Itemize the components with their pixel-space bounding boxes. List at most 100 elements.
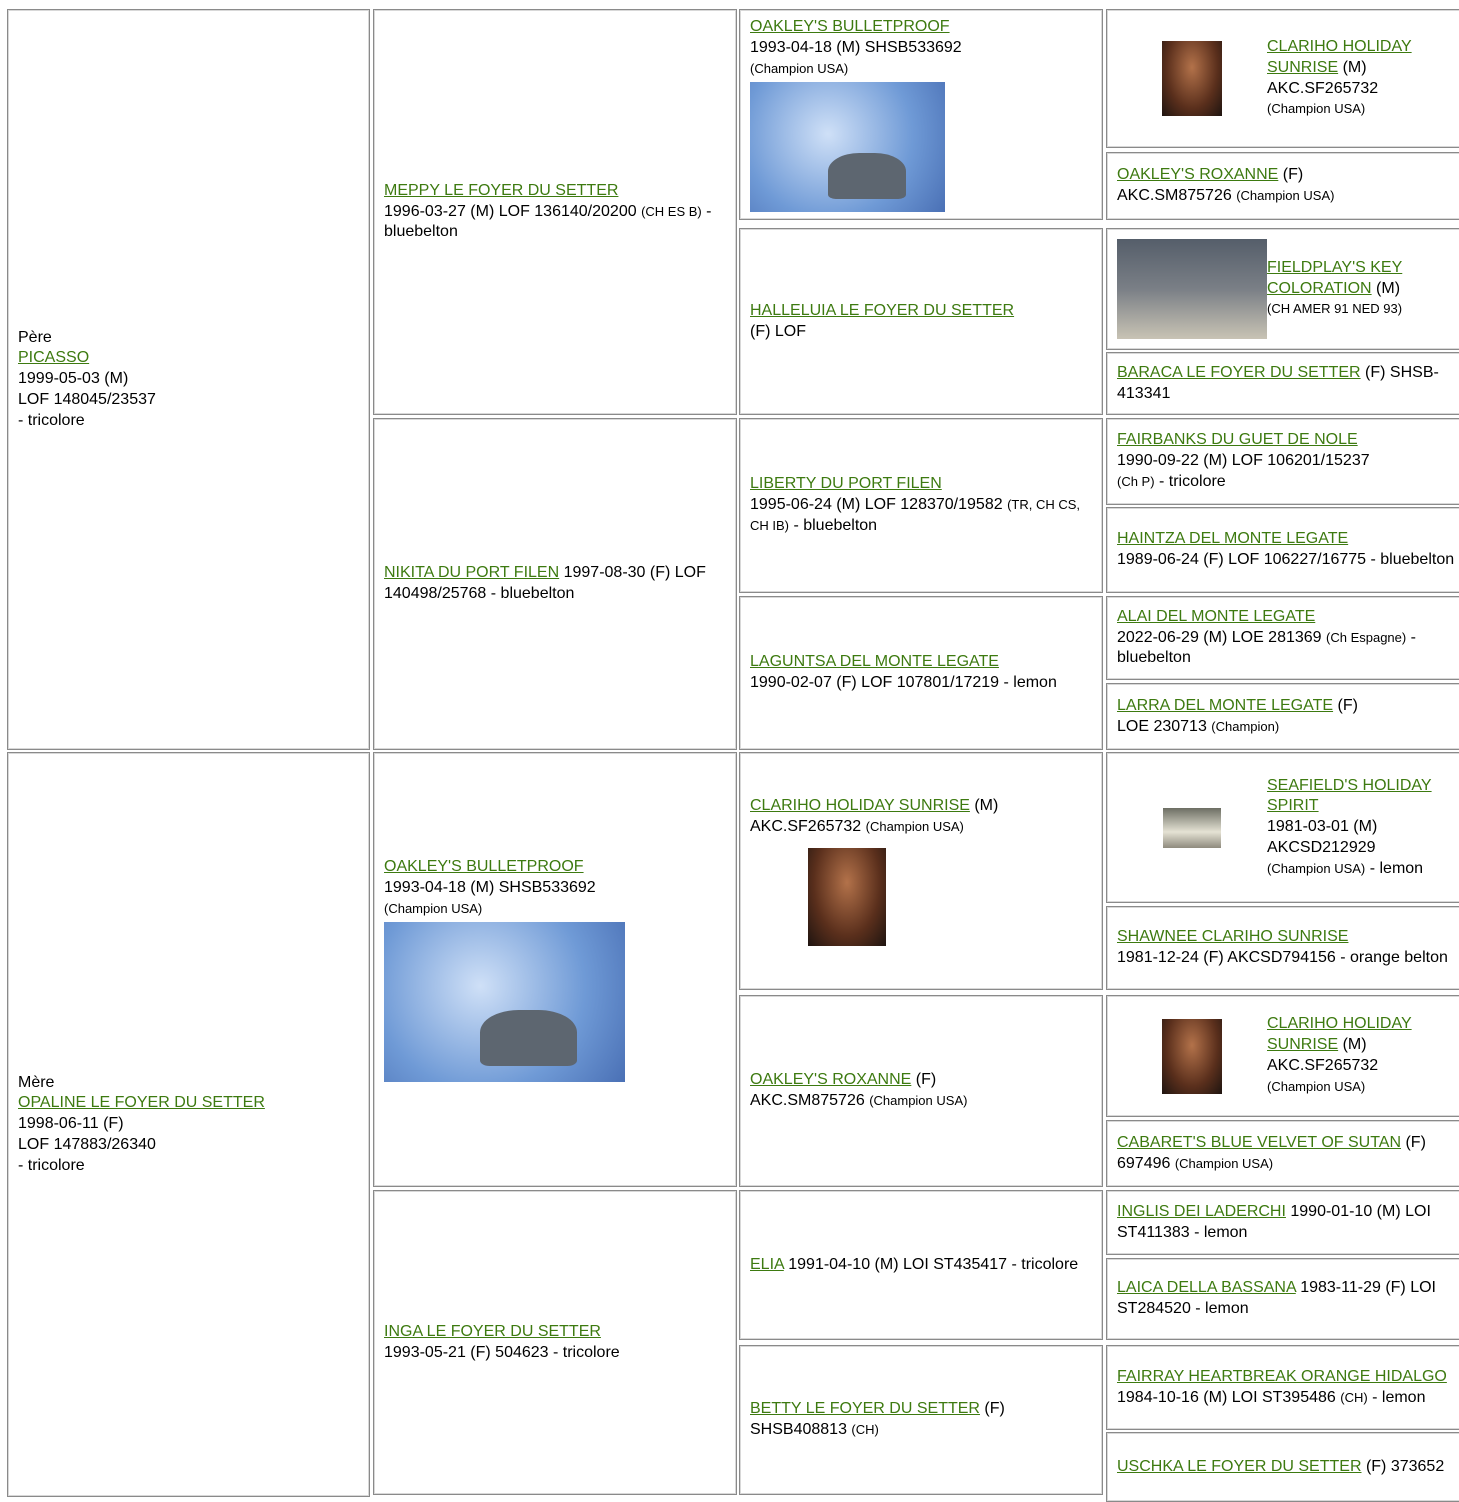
dog-info: 1996-03-27 (M) LOF 136140/20200 xyxy=(384,202,642,220)
text-line: (Champion USA) xyxy=(1267,1077,1459,1098)
dog-name-link[interactable]: OPALINE LE FOYER DU SETTER xyxy=(18,1094,265,1112)
photo-box xyxy=(1117,1018,1267,1094)
pedigree-cell: LARRA DEL MONTE LEGATE (F) LOE 230713 (Ch… xyxy=(1106,683,1459,750)
dog-info: - tricolore xyxy=(18,1156,85,1174)
dog-name-link[interactable]: ELIA xyxy=(750,1255,784,1273)
text-line: LOE 230713 (Champion) xyxy=(1117,717,1358,738)
dog-name-link[interactable]: USCHKA LE FOYER DU SETTER xyxy=(1117,1457,1362,1475)
dog-name-link[interactable]: LARRA DEL MONTE LEGATE xyxy=(1117,696,1334,714)
dog-info: (M) xyxy=(1338,58,1367,76)
dog-name-link[interactable]: SHAWNEE CLARIHO SUNRISE xyxy=(1117,928,1349,946)
text-line: HAINTZA DEL MONTE LEGATE xyxy=(1117,529,1454,550)
dog-info: 1990-09-22 (M) LOF 106201/15237 xyxy=(1117,452,1370,470)
text-line: AKCSD212929 xyxy=(1267,838,1459,859)
dog-name-link[interactable]: BARACA LE FOYER DU SETTER xyxy=(1117,363,1361,381)
title-note: (CH) xyxy=(851,1422,879,1437)
text-line: OAKLEY'S BULLETPROOF xyxy=(750,17,962,38)
photo-box xyxy=(1117,41,1267,116)
dog-name-link[interactable]: FIELDPLAY'S KEY COLORATION xyxy=(1267,258,1403,297)
dog-name-link[interactable]: SEAFIELD'S HOLIDAY SPIRIT xyxy=(1267,776,1432,815)
dog-name-link[interactable]: LAICA DELLA BASSANA xyxy=(1117,1279,1296,1297)
pedigree-cell: HALLELUIA LE FOYER DU SETTER (F) LOF xyxy=(739,228,1103,415)
text-line: SHSB408813 (CH) xyxy=(750,1420,1005,1441)
dog-name-link[interactable]: OAKLEY'S ROXANNE xyxy=(1117,166,1279,184)
photo-box xyxy=(1117,239,1267,339)
dog-name-link[interactable]: FAIRRAY HEARTBREAK ORANGE HIDALGO xyxy=(1117,1367,1447,1385)
text-line: LOF 148045/23537 xyxy=(18,390,156,411)
text-line: BETTY LE FOYER DU SETTER (F) xyxy=(750,1399,1005,1420)
dog-info: AKC.SF265732 xyxy=(750,818,866,835)
dog-info: - tricolore xyxy=(1154,472,1226,490)
title-note: (CH AMER 91 NED 93) xyxy=(1267,301,1403,317)
cell-text: MEPPY LE FOYER DU SETTER 1996-03-27 (M) L… xyxy=(384,181,726,243)
dog-name-link[interactable]: INGA LE FOYER DU SETTER xyxy=(384,1322,601,1340)
text-line: 2022-06-29 (M) LOE 281369 (Ch Espagne) -… xyxy=(1117,628,1459,670)
text-line: 1993-04-18 (M) SHSB533692 xyxy=(750,38,962,59)
dog-name-link[interactable]: CLARIHO HOLIDAY SUNRISE xyxy=(750,797,970,815)
dog-info: LOE 230713 xyxy=(1117,717,1212,735)
dog-info: AKC.SM875726 xyxy=(1117,187,1237,204)
dog-name-link[interactable]: LAGUNTSA DEL MONTE LEGATE xyxy=(750,653,999,671)
dog-info: 1997-08-30 (F) LOF 140498/25768 - bluebe… xyxy=(384,564,706,602)
text-line: - tricolore xyxy=(18,1156,265,1177)
dog-info: 1993-04-18 (M) SHSB533692 xyxy=(750,39,962,57)
dog-name-link[interactable]: OAKLEY'S ROXANNE xyxy=(750,1071,912,1089)
dog-photo xyxy=(1163,807,1221,848)
dog-name-link[interactable]: INGLIS DEI LADERCHI xyxy=(1117,1202,1286,1220)
pedigree-cell: FAIRRAY HEARTBREAK ORANGE HIDALGO 1984-1… xyxy=(1106,1345,1459,1430)
dog-info: (F) xyxy=(911,1071,937,1089)
text-line: LIBERTY DU PORT FILEN xyxy=(750,474,1092,495)
pedigree-cell: CLARIHO HOLIDAY SUNRISE (M) AKC.SF265732(… xyxy=(1106,9,1459,148)
cell-text: Père PICASSO 1999-05-03 (M) LOF 148045/2353… xyxy=(18,328,156,432)
dog-name-link[interactable]: NIKITA DU PORT FILEN xyxy=(384,564,560,582)
dog-info: - bluebelton xyxy=(1117,628,1417,667)
dog-info: (M) xyxy=(1338,1036,1367,1054)
pedigree-cell: SHAWNEE CLARIHO SUNRISE 1981-12-24 (F) AK… xyxy=(1106,906,1459,990)
dog-info: 1998-06-11 (F) xyxy=(18,1115,124,1133)
dog-info: (F) 373652 xyxy=(1361,1457,1445,1475)
dog-info: (F) LOF xyxy=(750,322,806,340)
dog-name-link[interactable]: CLARIHO HOLIDAY SUNRISE xyxy=(1267,1015,1412,1054)
text-line: AKC.SF265732 (Champion USA) xyxy=(750,817,998,838)
pedigree-cell: USCHKA LE FOYER DU SETTER (F) 373652 xyxy=(1106,1432,1459,1502)
dog-info: SHSB408813 xyxy=(750,1421,852,1438)
dog-name-link[interactable]: PICASSO xyxy=(18,349,90,367)
text-line: INGA LE FOYER DU SETTER xyxy=(384,1322,620,1343)
title-note: (Ch Espagne) xyxy=(1326,629,1407,645)
text-line: Mère xyxy=(18,1073,265,1094)
dog-info: (F) 697496 xyxy=(1117,1133,1426,1172)
dog-name-link[interactable]: FAIRBANKS DU GUET DE NOLE xyxy=(1117,431,1358,449)
pedigree-cell: INGLIS DEI LADERCHI 1990-01-10 (M) LOI S… xyxy=(1106,1190,1459,1255)
dog-name-link[interactable]: ALAI DEL MONTE LEGATE xyxy=(1117,607,1316,625)
dog-photo xyxy=(384,921,625,1082)
dog-info: 1989-06-24 (F) LOF 106227/16775 - bluebe… xyxy=(1117,551,1455,568)
text-line: SHAWNEE CLARIHO SUNRISE xyxy=(1117,927,1448,948)
dog-info: 1983-11-29 (F) LOI ST284520 - lemon xyxy=(1117,1279,1436,1317)
dog-name-link[interactable]: LIBERTY DU PORT FILEN xyxy=(750,475,942,493)
dog-name-link[interactable]: BETTY LE FOYER DU SETTER xyxy=(750,1400,980,1418)
dog-info: 1981-03-01 (M) xyxy=(1267,818,1378,836)
dog-info: AKCSD212929 xyxy=(1267,838,1376,856)
cell-text: FIELDPLAY'S KEY COLORATION (M) (CH AMER 9… xyxy=(1267,258,1459,320)
cell-text: INGA LE FOYER DU SETTER 1993-05-21 (F) 50… xyxy=(384,1322,620,1364)
pedigree-cell: LAGUNTSA DEL MONTE LEGATE 1990-02-07 (F) … xyxy=(739,596,1103,750)
dog-name-link[interactable]: HALLELUIA LE FOYER DU SETTER xyxy=(750,301,1015,319)
dog-name-link[interactable]: HAINTZA DEL MONTE LEGATE xyxy=(1117,530,1349,548)
dog-name-link[interactable]: OAKLEY'S BULLETPROOF xyxy=(384,858,584,876)
cell-text: CABARET'S BLUE VELVET OF SUTAN (F) 69749… xyxy=(1117,1133,1459,1175)
dog-name-link[interactable]: OAKLEY'S BULLETPROOF xyxy=(750,18,950,36)
title-note: (Champion) xyxy=(1211,718,1280,734)
dog-name-link[interactable]: CLARIHO HOLIDAY SUNRISE xyxy=(1267,37,1412,76)
text-line: 1996-03-27 (M) LOF 136140/20200 (CH ES B… xyxy=(384,202,726,244)
text-line: MEPPY LE FOYER DU SETTER xyxy=(384,181,726,202)
dog-info: (F) xyxy=(1278,166,1304,184)
dog-info: 1999-05-03 (M) xyxy=(18,370,129,388)
title-note: (Champion USA) xyxy=(750,60,849,76)
pedigree-cell: INGA LE FOYER DU SETTER 1993-05-21 (F) 50… xyxy=(373,1190,737,1495)
cell-text: LIBERTY DU PORT FILEN 1995-06-24 (M) LOF … xyxy=(750,474,1092,536)
dog-name-link[interactable]: MEPPY LE FOYER DU SETTER xyxy=(384,181,619,199)
cell-text: SEAFIELD'S HOLIDAY SPIRIT 1981-03-01 (M) A… xyxy=(1267,776,1459,880)
dog-name-link[interactable]: CABARET'S BLUE VELVET OF SUTAN xyxy=(1117,1133,1402,1151)
pedigree-cell: CLARIHO HOLIDAY SUNRISE (M) AKC.SF265732 … xyxy=(739,752,1103,990)
cell-text: LAGUNTSA DEL MONTE LEGATE 1990-02-07 (F) … xyxy=(750,652,1057,694)
